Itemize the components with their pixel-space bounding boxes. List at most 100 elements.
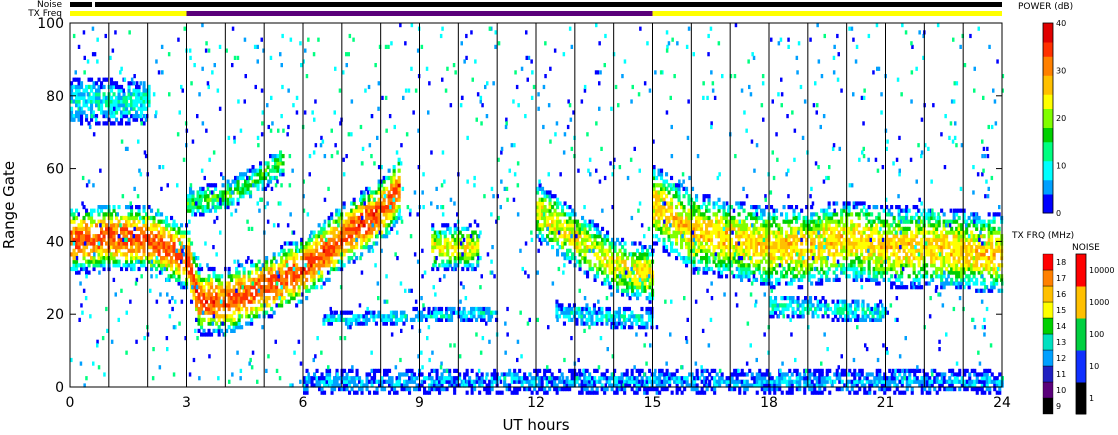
echo-cell bbox=[568, 212, 572, 217]
echo-cell bbox=[80, 263, 84, 268]
echo-cell bbox=[75, 95, 79, 100]
echo-cell bbox=[115, 230, 119, 235]
echo-cell bbox=[217, 328, 221, 333]
echo-cell bbox=[642, 321, 646, 326]
echo-cell bbox=[568, 234, 572, 239]
echo-cell bbox=[255, 314, 259, 319]
echo-cell bbox=[110, 110, 114, 115]
echo-cell bbox=[952, 270, 956, 275]
echo-cell bbox=[558, 219, 562, 224]
echo-cell bbox=[322, 245, 326, 250]
echo-cell bbox=[809, 306, 813, 312]
echo-cell bbox=[697, 237, 701, 242]
echo-cell bbox=[367, 226, 371, 231]
echo-cell bbox=[563, 212, 567, 217]
echo-cell bbox=[692, 259, 696, 264]
echo-cell bbox=[150, 256, 154, 261]
echo-cell bbox=[800, 241, 804, 246]
echo-cell bbox=[130, 256, 134, 261]
echo-cell bbox=[667, 230, 671, 235]
echo-cell bbox=[745, 270, 749, 275]
noise-bar-label: Noise bbox=[37, 0, 62, 10]
echo-cell bbox=[802, 270, 806, 275]
echo-cell bbox=[420, 310, 424, 315]
echo-cell bbox=[819, 303, 823, 308]
echo-cell bbox=[774, 306, 778, 312]
echo-cell bbox=[846, 314, 850, 319]
echo-cell bbox=[955, 237, 959, 242]
echo-cell bbox=[70, 92, 74, 97]
echo-cell bbox=[97, 212, 101, 217]
echo-cell bbox=[105, 241, 109, 246]
echo-cell bbox=[97, 88, 101, 93]
echo-cell bbox=[932, 237, 936, 242]
echo-cell bbox=[335, 226, 339, 231]
echo-cell bbox=[170, 226, 174, 231]
echo-cell bbox=[990, 230, 994, 235]
echo-cell bbox=[97, 245, 101, 250]
echo-cell bbox=[382, 212, 386, 217]
echo-cell bbox=[72, 263, 76, 268]
echo-cell bbox=[707, 245, 711, 250]
echo-cell bbox=[747, 237, 751, 242]
echo-cell bbox=[992, 212, 996, 217]
echo-cell bbox=[295, 241, 299, 246]
echo-cell bbox=[725, 263, 729, 268]
echo-cell bbox=[305, 296, 309, 301]
echo-cell bbox=[835, 223, 839, 228]
echo-cell bbox=[985, 259, 989, 264]
echo-cell bbox=[275, 296, 279, 301]
echo-cell bbox=[752, 270, 756, 275]
echo-cell bbox=[320, 274, 324, 279]
echo-cell bbox=[957, 281, 961, 286]
echo-cell bbox=[962, 266, 966, 272]
echo-cell bbox=[256, 168, 260, 173]
echo-cell bbox=[566, 256, 570, 261]
echo-cell bbox=[372, 317, 376, 322]
echo-cell bbox=[387, 201, 391, 206]
echo-cell bbox=[797, 215, 801, 221]
echo-cell bbox=[440, 310, 444, 315]
echo-cell bbox=[441, 263, 445, 268]
echo-cell bbox=[750, 234, 754, 239]
echo-cell bbox=[241, 190, 245, 195]
echo-cell bbox=[140, 117, 144, 122]
echo-cell bbox=[945, 245, 949, 250]
echo-cell bbox=[142, 121, 146, 126]
echo-cell bbox=[905, 226, 909, 231]
echo-cell bbox=[230, 277, 234, 282]
echo-cell bbox=[127, 212, 131, 217]
echo-cell bbox=[670, 234, 674, 239]
echo-cell bbox=[420, 317, 424, 322]
echo-cell bbox=[687, 197, 691, 202]
echo-cell bbox=[476, 263, 480, 268]
echo-cell bbox=[675, 186, 679, 191]
echo-cell bbox=[472, 310, 476, 315]
echo-cell bbox=[587, 317, 591, 322]
echo-cell bbox=[912, 277, 916, 282]
echo-cell bbox=[125, 256, 129, 261]
echo-cell bbox=[145, 106, 149, 111]
echo-cell bbox=[905, 219, 909, 224]
echo-cell bbox=[707, 215, 711, 221]
echo-cell bbox=[631, 252, 635, 257]
echo-cell bbox=[147, 237, 151, 242]
echo-cell bbox=[812, 230, 816, 235]
echo-cell bbox=[110, 230, 114, 235]
echo-cell bbox=[80, 106, 84, 111]
echo-cell bbox=[456, 241, 460, 246]
echo-cell bbox=[880, 205, 884, 210]
echo-cell bbox=[633, 281, 637, 286]
echo-cell bbox=[365, 186, 369, 191]
echo-cell bbox=[453, 256, 457, 261]
echo-cell bbox=[206, 194, 210, 199]
echo-cell bbox=[157, 212, 161, 217]
echo-cell bbox=[827, 237, 831, 242]
echo-cell bbox=[847, 266, 851, 272]
echo-cell bbox=[267, 270, 271, 275]
echo-cell bbox=[285, 252, 289, 257]
echo-cell bbox=[802, 274, 806, 279]
echo-cell bbox=[395, 215, 399, 221]
echo-cell bbox=[95, 237, 99, 242]
echo-cell bbox=[626, 270, 630, 275]
